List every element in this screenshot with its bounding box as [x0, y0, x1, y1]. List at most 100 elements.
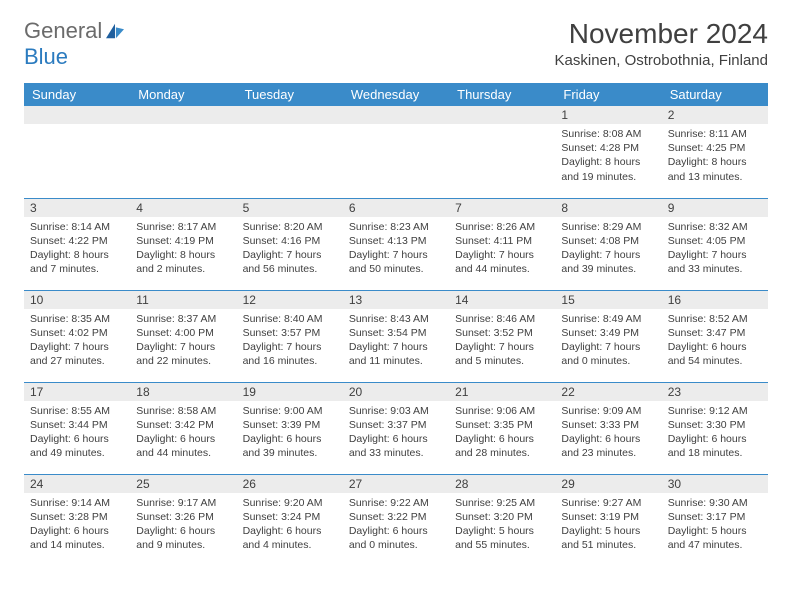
calendar-day-cell: 29Sunrise: 9:27 AMSunset: 3:19 PMDayligh…	[555, 474, 661, 566]
daylight-line: Daylight: 8 hours and 19 minutes.	[561, 156, 640, 182]
sunset-line: Sunset: 3:28 PM	[30, 511, 108, 523]
day-number	[24, 106, 130, 124]
logo-text-general: General	[24, 18, 102, 44]
sunset-line: Sunset: 3:33 PM	[561, 419, 639, 431]
sunset-line: Sunset: 4:00 PM	[136, 327, 214, 339]
daylight-line: Daylight: 8 hours and 13 minutes.	[668, 156, 747, 182]
daylight-line: Daylight: 7 hours and 22 minutes.	[136, 341, 215, 367]
sunset-line: Sunset: 4:08 PM	[561, 235, 639, 247]
day-content: Sunrise: 8:08 AM Sunset: 4:28 PM Daylight:…	[555, 124, 661, 190]
sunset-line: Sunset: 4:19 PM	[136, 235, 214, 247]
calendar-day-cell: 1 Sunrise: 8:08 AM Sunset: 4:28 PM Daylight…	[555, 106, 661, 198]
day-content: Sunrise: 8:37 AM Sunset: 4:00 PM Daylight:…	[130, 309, 236, 375]
calendar-week-row: 3Sunrise: 8:14 AMSunset: 4:22 PMDaylight…	[24, 198, 768, 290]
calendar-day-cell: 6Sunrise: 8:23 AMSunset: 4:13 PMDaylight…	[343, 198, 449, 290]
day-content: Sunrise: 8:14 AMSunset: 4:22 PMDaylight:…	[24, 217, 130, 283]
sunrise-line: Sunrise: 8:35 AM	[30, 313, 110, 325]
sunset-line: Sunset: 3:17 PM	[668, 511, 746, 523]
day-number: 5	[237, 199, 343, 217]
day-number: 16	[662, 291, 768, 309]
daylight-line: Daylight: 7 hours and 56 minutes.	[243, 249, 322, 275]
day-content: Sunrise: 9:06 AMSunset: 3:35 PMDaylight:…	[449, 401, 555, 467]
calendar-day-cell: 7Sunrise: 8:26 AMSunset: 4:11 PMDaylight…	[449, 198, 555, 290]
daylight-line: Daylight: 7 hours and 16 minutes.	[243, 341, 322, 367]
day-number: 11	[130, 291, 236, 309]
calendar-week-row: 17Sunrise: 8:55 AMSunset: 3:44 PMDayligh…	[24, 382, 768, 474]
sunrise-line: Sunrise: 8:52 AM	[668, 313, 748, 325]
day-content: Sunrise: 9:22 AMSunset: 3:22 PMDaylight:…	[343, 493, 449, 559]
day-content: Sunrise: 9:00 AMSunset: 3:39 PMDaylight:…	[237, 401, 343, 467]
sunrise-line: Sunrise: 8:29 AM	[561, 221, 641, 233]
day-content: Sunrise: 8:17 AM Sunset: 4:19 PM Daylight:…	[130, 217, 236, 283]
sunrise-line: Sunrise: 8:43 AM	[349, 313, 429, 325]
calendar-day-cell: 5 Sunrise: 8:20 AM Sunset: 4:16 PM Daylight…	[237, 198, 343, 290]
sunrise-line: Sunrise: 8:37 AM	[136, 313, 216, 325]
day-content: Sunrise: 8:40 AMSunset: 3:57 PMDaylight:…	[237, 309, 343, 375]
calendar-week-row: 1 Sunrise: 8:08 AM Sunset: 4:28 PM Daylight…	[24, 106, 768, 198]
sunrise-line: Sunrise: 8:46 AM	[455, 313, 535, 325]
daylight-line: Daylight: 8 hours and 2 minutes.	[136, 249, 215, 275]
day-content: Sunrise: 8:46 AMSunset: 3:52 PMDaylight:…	[449, 309, 555, 375]
calendar-day-cell: 15Sunrise: 8:49 AMSunset: 3:49 PMDayligh…	[555, 290, 661, 382]
sunset-line: Sunset: 4:13 PM	[349, 235, 427, 247]
calendar-day-cell: 10Sunrise: 8:35 AMSunset: 4:02 PMDayligh…	[24, 290, 130, 382]
daylight-line: Daylight: 7 hours and 50 minutes.	[349, 249, 428, 275]
location: Kaskinen, Ostrobothnia, Finland	[555, 52, 768, 69]
calendar-day-cell: 12Sunrise: 8:40 AMSunset: 3:57 PMDayligh…	[237, 290, 343, 382]
day-number: 26	[237, 475, 343, 493]
calendar-day-cell: 14Sunrise: 8:46 AMSunset: 3:52 PMDayligh…	[449, 290, 555, 382]
day-number: 13	[343, 291, 449, 309]
day-number: 19	[237, 383, 343, 401]
calendar-day-cell: 13Sunrise: 8:43 AMSunset: 3:54 PMDayligh…	[343, 290, 449, 382]
day-number	[237, 106, 343, 124]
sunrise-line: Sunrise: 9:03 AM	[349, 405, 429, 417]
daylight-line: Daylight: 6 hours and 14 minutes.	[30, 525, 109, 551]
day-content: Sunrise: 8:11 AMSunset: 4:25 PMDaylight:…	[662, 124, 768, 190]
daylight-line: Daylight: 5 hours and 51 minutes.	[561, 525, 640, 551]
calendar-day-cell	[449, 106, 555, 198]
sunset-line: Sunset: 3:52 PM	[455, 327, 533, 339]
daylight-line: Daylight: 6 hours and 44 minutes.	[136, 433, 215, 459]
calendar-day-cell: 22Sunrise: 9:09 AMSunset: 3:33 PMDayligh…	[555, 382, 661, 474]
daylight-line: Daylight: 6 hours and 0 minutes.	[349, 525, 428, 551]
daylight-line: Daylight: 7 hours and 44 minutes.	[455, 249, 534, 275]
sunset-line: Sunset: 3:19 PM	[561, 511, 639, 523]
sunrise-line: Sunrise: 9:17 AM	[136, 497, 216, 509]
day-number	[130, 106, 236, 124]
day-number: 14	[449, 291, 555, 309]
day-content: Sunrise: 8:20 AM Sunset: 4:16 PM Daylight:…	[237, 217, 343, 283]
calendar-table: SundayMondayTuesdayWednesdayThursdayFrid…	[24, 83, 768, 566]
calendar-day-cell: 19Sunrise: 9:00 AMSunset: 3:39 PMDayligh…	[237, 382, 343, 474]
sunset-line: Sunset: 4:16 PM	[243, 235, 321, 247]
day-number: 12	[237, 291, 343, 309]
day-number: 20	[343, 383, 449, 401]
calendar-day-cell	[130, 106, 236, 198]
day-content: Sunrise: 8:35 AMSunset: 4:02 PMDaylight:…	[24, 309, 130, 375]
day-content: Sunrise: 9:12 AMSunset: 3:30 PMDaylight:…	[662, 401, 768, 467]
calendar-day-cell	[237, 106, 343, 198]
sunrise-line: Sunrise: 9:00 AM	[243, 405, 323, 417]
sunrise-line: Sunrise: 8:20 AM	[243, 221, 323, 233]
sunset-line: Sunset: 4:28 PM	[561, 142, 639, 154]
sunset-line: Sunset: 3:22 PM	[349, 511, 427, 523]
day-content: Sunrise: 8:32 AMSunset: 4:05 PMDaylight:…	[662, 217, 768, 283]
day-number: 1	[555, 106, 661, 124]
daylight-line: Daylight: 5 hours and 47 minutes.	[668, 525, 747, 551]
sunrise-line: Sunrise: 8:17 AM	[136, 221, 216, 233]
sunrise-line: Sunrise: 9:25 AM	[455, 497, 535, 509]
calendar-day-cell: 17Sunrise: 8:55 AMSunset: 3:44 PMDayligh…	[24, 382, 130, 474]
daylight-line: Daylight: 6 hours and 18 minutes.	[668, 433, 747, 459]
calendar-day-cell: 16Sunrise: 8:52 AMSunset: 3:47 PMDayligh…	[662, 290, 768, 382]
sunrise-line: Sunrise: 8:49 AM	[561, 313, 641, 325]
day-number: 24	[24, 475, 130, 493]
day-number	[449, 106, 555, 124]
daylight-line: Daylight: 6 hours and 9 minutes.	[136, 525, 215, 551]
sunset-line: Sunset: 3:35 PM	[455, 419, 533, 431]
day-number: 15	[555, 291, 661, 309]
calendar-day-cell: 4Sunrise: 8:17 AMSunset: 4:19 PMDaylight…	[130, 198, 236, 290]
calendar-day-cell: 3Sunrise: 8:14 AMSunset: 4:22 PMDaylight…	[24, 198, 130, 290]
sunrise-line: Sunrise: 9:12 AM	[668, 405, 748, 417]
calendar-day-cell: 9Sunrise: 8:32 AMSunset: 4:05 PMDaylight…	[662, 198, 768, 290]
sunrise-line: Sunrise: 8:08 AM	[561, 128, 641, 140]
day-number: 22	[555, 383, 661, 401]
